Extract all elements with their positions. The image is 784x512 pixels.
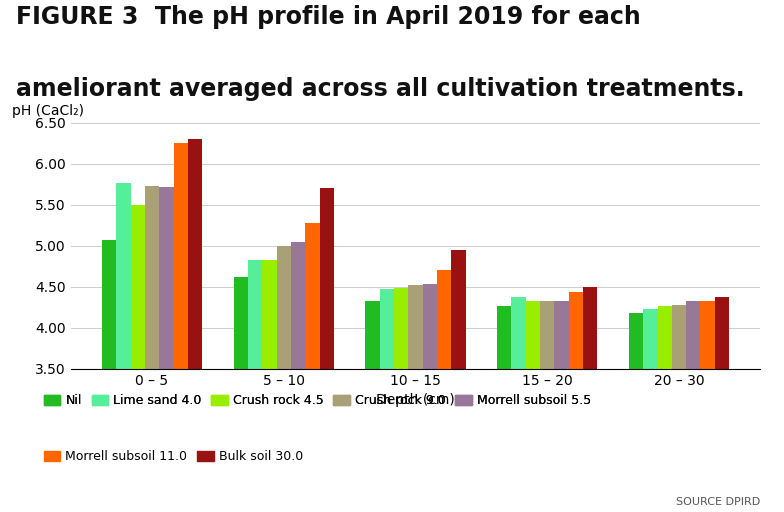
Legend: Morrell subsoil 11.0, Bulk soil 30.0: Morrell subsoil 11.0, Bulk soil 30.0 bbox=[39, 445, 308, 468]
Bar bbox=[188, 139, 202, 512]
X-axis label: Depth (cm): Depth (cm) bbox=[376, 393, 455, 407]
Bar bbox=[173, 143, 188, 512]
Text: SOURCE DPIRD: SOURCE DPIRD bbox=[677, 497, 760, 507]
Bar bbox=[365, 301, 379, 512]
Bar bbox=[394, 288, 408, 512]
Bar bbox=[263, 260, 277, 512]
Bar bbox=[248, 260, 263, 512]
Bar bbox=[629, 313, 643, 512]
Text: pH (CaCl₂): pH (CaCl₂) bbox=[12, 104, 84, 118]
Bar bbox=[497, 306, 511, 512]
Bar bbox=[643, 309, 658, 512]
Bar bbox=[700, 301, 715, 512]
Bar bbox=[686, 302, 700, 512]
Bar bbox=[408, 285, 423, 512]
Bar bbox=[437, 270, 452, 512]
Bar bbox=[715, 297, 729, 512]
Bar bbox=[568, 292, 583, 512]
Bar bbox=[379, 289, 394, 512]
Text: ameliorant averaged across all cultivation treatments.: ameliorant averaged across all cultivati… bbox=[16, 77, 744, 101]
Bar bbox=[540, 301, 554, 512]
Bar bbox=[131, 205, 145, 512]
Bar bbox=[305, 223, 320, 512]
Text: FIGURE 3  The pH profile in April 2019 for each: FIGURE 3 The pH profile in April 2019 fo… bbox=[16, 5, 641, 29]
Bar bbox=[583, 287, 597, 512]
Bar bbox=[159, 187, 173, 512]
Bar bbox=[511, 297, 526, 512]
Bar bbox=[320, 188, 334, 512]
Bar bbox=[554, 301, 568, 512]
Bar bbox=[291, 242, 305, 512]
Legend: Nil, Lime sand 4.0, Crush rock 4.5, Crush rock 9.0, Morrell subsoil 5.5: Nil, Lime sand 4.0, Crush rock 4.5, Crus… bbox=[39, 389, 596, 412]
Bar bbox=[145, 186, 159, 512]
Bar bbox=[423, 284, 437, 512]
Bar bbox=[452, 250, 466, 512]
Bar bbox=[234, 277, 248, 512]
Bar bbox=[116, 183, 131, 512]
Bar bbox=[658, 306, 672, 512]
Bar bbox=[277, 246, 291, 512]
Bar bbox=[526, 301, 540, 512]
Bar bbox=[102, 240, 116, 512]
Bar bbox=[672, 305, 686, 512]
